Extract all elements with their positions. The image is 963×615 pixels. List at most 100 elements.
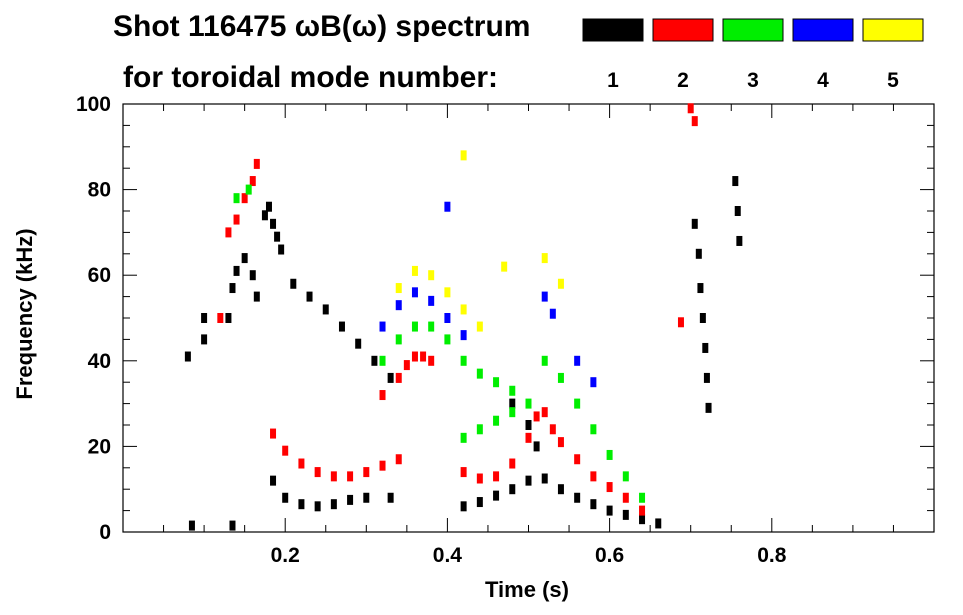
y-axis-label: Frequency (kHz) <box>12 228 37 399</box>
data-point-n=3 <box>245 184 252 195</box>
y-tick-label: 80 <box>88 179 111 202</box>
data-point-n=2 <box>270 428 277 439</box>
data-point-n=2 <box>639 505 646 516</box>
data-point-n=3 <box>460 432 467 443</box>
data-point-n=1 <box>225 313 232 323</box>
data-point-n=5 <box>460 304 467 315</box>
data-point-n=2 <box>606 482 613 493</box>
y-tick-label: 40 <box>88 350 111 373</box>
axis-ticks: 0.2 0.4 0.6 0.8 0 20 40 60 80 100 <box>76 93 934 567</box>
data-point-n=2 <box>525 432 532 443</box>
data-point-n=1 <box>574 492 581 503</box>
data-point-n=1 <box>541 473 548 484</box>
data-point-n=3 <box>493 377 500 388</box>
data-point-n=1 <box>270 475 277 486</box>
data-point-n=1 <box>525 420 532 430</box>
data-point-n=4 <box>444 201 451 212</box>
data-point-n=3 <box>639 492 646 503</box>
data-point-n=1 <box>736 235 743 246</box>
data-point-n=3 <box>590 424 597 435</box>
x-tick-label: 0.6 <box>595 544 624 567</box>
plot-frame <box>122 103 935 533</box>
data-point-n=2 <box>379 460 386 471</box>
data-point-n=2 <box>677 317 684 328</box>
data-point-n=2 <box>574 454 581 465</box>
data-point-n=2 <box>557 437 564 448</box>
x-axis-label: Time (s) <box>485 577 569 602</box>
legend-swatch-1 <box>582 18 644 42</box>
legend-swatch-5 <box>862 18 924 42</box>
data-point-n=1 <box>261 210 268 221</box>
data-point-n=3 <box>379 355 386 366</box>
data-point-n=1 <box>525 475 532 486</box>
legend-label-4: 4 <box>817 69 829 92</box>
data-point-n=4 <box>411 287 418 298</box>
data-point-n=1 <box>702 342 709 353</box>
data-point-n=4 <box>574 355 581 366</box>
data-point-n=4 <box>444 313 451 323</box>
data-point-n=3 <box>428 321 435 332</box>
data-point-n=1 <box>278 244 285 255</box>
legend-swatch-3 <box>722 18 784 42</box>
data-point-n=1 <box>387 492 394 503</box>
data-point-n=1 <box>274 231 281 242</box>
data-point-n=1 <box>347 494 354 505</box>
legend-label-1: 1 <box>607 69 619 92</box>
y-tick-label: 20 <box>88 435 111 458</box>
data-point-n=1 <box>699 313 706 323</box>
data-point-n=2 <box>233 214 240 225</box>
data-point-n=3 <box>444 334 451 345</box>
data-point-n=1 <box>509 484 516 495</box>
data-point-n=2 <box>549 424 556 435</box>
data-point-n=1 <box>460 501 467 512</box>
data-point-n=1 <box>363 492 370 503</box>
chart-title: Shot 116475 ωB(ω) spectrum <box>113 10 530 43</box>
data-point-n=3 <box>509 385 516 396</box>
data-point-n=2 <box>460 467 467 478</box>
data-point-n=5 <box>541 253 548 264</box>
data-point-n=2 <box>330 471 337 482</box>
data-point-n=2 <box>298 458 305 469</box>
data-point-n=1 <box>322 304 329 315</box>
data-point-n=1 <box>241 253 248 264</box>
data-point-n=2 <box>217 313 224 323</box>
data-point-n=3 <box>541 355 548 366</box>
data-point-n=2 <box>241 193 248 204</box>
data-point-n=3 <box>460 355 467 366</box>
legend-label-2: 2 <box>677 69 689 92</box>
data-marks <box>184 103 743 531</box>
data-point-n=2 <box>347 471 354 482</box>
data-point-n=1 <box>476 497 483 508</box>
data-point-n=2 <box>314 467 321 478</box>
data-point-n=1 <box>622 509 629 520</box>
data-point-n=4 <box>395 300 402 311</box>
data-point-n=1 <box>606 505 613 516</box>
data-point-n=1 <box>298 499 305 510</box>
data-point-n=1 <box>493 490 500 501</box>
data-point-n=1 <box>387 372 394 383</box>
data-point-n=2 <box>428 355 435 366</box>
y-tick-label: 60 <box>88 264 111 287</box>
data-point-n=1 <box>703 372 710 383</box>
data-point-n=4 <box>541 291 548 302</box>
data-point-n=1 <box>691 218 698 229</box>
data-point-n=3 <box>557 372 564 383</box>
data-point-n=5 <box>428 270 435 281</box>
data-point-n=1 <box>229 283 236 294</box>
x-tick-label: 0.2 <box>271 544 300 567</box>
data-point-n=3 <box>476 368 483 379</box>
data-point-n=3 <box>493 415 500 426</box>
data-point-n=5 <box>476 321 483 332</box>
data-point-n=1 <box>184 351 191 362</box>
data-point-n=1 <box>590 499 597 510</box>
legend: 1 2 3 4 5 <box>582 18 924 92</box>
data-point-n=1 <box>188 520 195 531</box>
data-point-n=1 <box>270 218 277 229</box>
data-point-n=2 <box>403 360 410 371</box>
data-point-n=2 <box>590 471 597 482</box>
x-tick-label: 0.4 <box>433 544 463 567</box>
data-point-n=3 <box>525 398 532 409</box>
data-point-n=1 <box>253 291 260 302</box>
data-point-n=1 <box>338 321 345 332</box>
